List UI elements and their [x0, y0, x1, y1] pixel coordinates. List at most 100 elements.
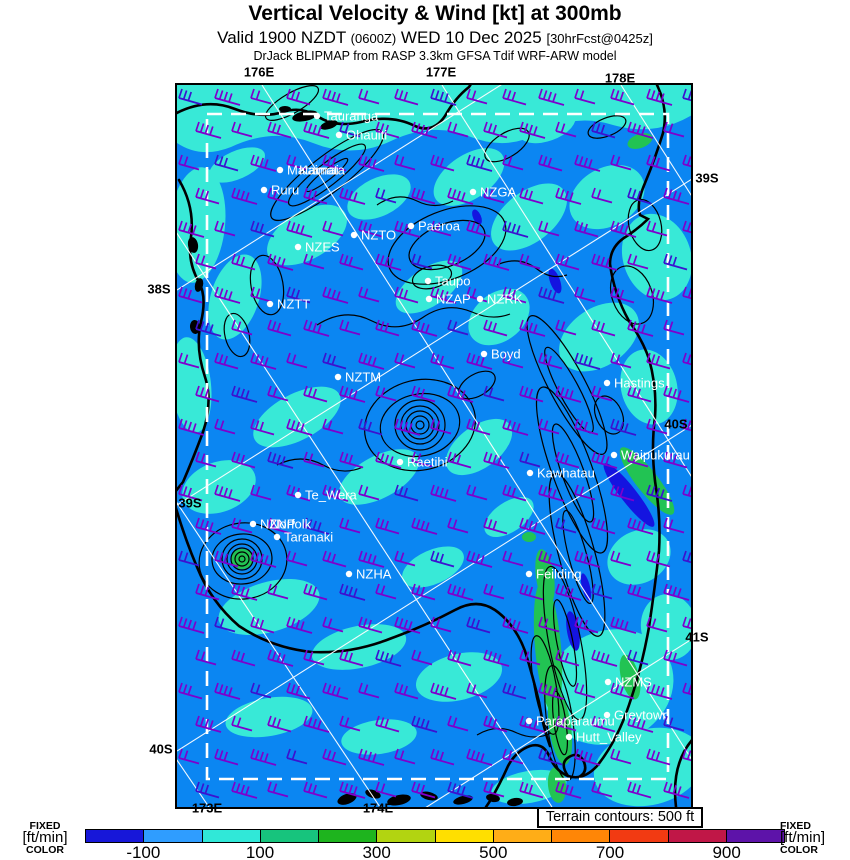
station-label: Te_Wera	[305, 488, 358, 503]
wind-barb	[591, 385, 613, 402]
station-marker	[603, 379, 611, 387]
wind-barb	[303, 319, 330, 337]
wind-barb	[267, 319, 292, 337]
wind-barb	[483, 583, 505, 600]
station-marker	[294, 243, 302, 251]
wind-barb	[411, 319, 438, 337]
station-label: NZTM	[345, 370, 381, 385]
wind-barb	[231, 781, 258, 799]
station-label: NZTO	[361, 228, 396, 243]
colorbar-tick-label: -100	[126, 843, 161, 860]
station-marker	[604, 678, 612, 686]
coordinate-label: 39S	[178, 495, 202, 511]
colorbar-segment	[435, 830, 494, 842]
station-label: NZAP	[436, 292, 471, 307]
header: Vertical Velocity & Wind [kt] at 300mb V…	[20, 2, 850, 63]
station-label: NZTT	[277, 297, 310, 312]
wind-barb	[286, 352, 308, 369]
station-marker	[525, 570, 533, 578]
station-label: NZNP	[260, 517, 295, 532]
station-marker	[526, 469, 534, 477]
wind-barb	[195, 781, 220, 799]
station-label: Ruru	[271, 183, 299, 198]
wind-barb	[339, 253, 364, 271]
wind-barb	[394, 748, 416, 765]
wind-barb	[250, 682, 272, 699]
wind-barb	[483, 385, 505, 402]
wind-barb	[214, 352, 239, 370]
station-label: Boyd	[491, 347, 521, 362]
colorbar-segment	[144, 830, 203, 842]
terrain-contours	[198, 85, 663, 782]
wind-barb	[519, 451, 541, 468]
wind-barb	[250, 748, 277, 766]
station-marker	[476, 295, 484, 303]
colorbar-segment	[202, 830, 261, 842]
wind-barb	[555, 517, 577, 534]
wind-barb	[502, 550, 524, 567]
coordinate-label: 40S	[664, 416, 688, 432]
wind-barb	[267, 781, 289, 798]
coordinate-label: 176E	[243, 64, 275, 80]
wind-barb	[195, 715, 222, 733]
map-canvas[interactable]: Tauranga Ohauiti Matamata Kaimai Ruru NZGA Pae…	[175, 83, 693, 809]
station-marker	[313, 112, 321, 120]
units-ftmin-left: [ft/min]	[22, 829, 68, 846]
wind-barb	[466, 352, 493, 370]
wind-barb	[339, 583, 366, 601]
units-label-left: FIXED [ft/min] COLOR	[8, 820, 82, 856]
wind-barb	[322, 352, 347, 370]
station-label: Taupo	[435, 274, 470, 289]
wind-barb	[231, 517, 253, 534]
valid-date: WED 10 Dec 2025	[396, 28, 547, 47]
station-marker	[273, 533, 281, 541]
station-label: Waipukurau	[621, 448, 690, 463]
station-marker	[266, 300, 274, 308]
wind-barb	[358, 682, 380, 699]
wind-barb	[322, 286, 349, 304]
station-label: Norfolk	[270, 517, 312, 532]
wind-barb	[394, 682, 419, 700]
wind-barb	[555, 253, 580, 271]
wind-barb	[178, 154, 200, 171]
wind-barb	[358, 550, 385, 568]
forecast-tag: [30hrFcst@0425z]	[546, 31, 653, 46]
colorbar-tick-label: 700	[595, 843, 625, 860]
station-marker	[334, 373, 342, 381]
wind-barb	[502, 682, 527, 700]
wind-barb	[574, 154, 601, 172]
units-color-right: COLOR	[780, 844, 818, 856]
model-line: DrJack BLIPMAP from RASP 3.3km GFSA Tdif…	[253, 49, 617, 63]
page-title: Vertical Velocity & Wind [kt] at 300mb	[248, 2, 622, 25]
station-marker	[350, 231, 358, 239]
station-marker	[525, 717, 533, 725]
station-label: NZHA	[356, 567, 392, 582]
station-label: Greytown	[614, 708, 670, 723]
colorbar-tick-label: 500	[479, 843, 508, 860]
coordinate-label: 41S	[685, 629, 709, 645]
wind-barb	[466, 748, 493, 766]
coordinate-label: 173E	[191, 800, 223, 816]
colorbar-segment	[319, 830, 378, 842]
wind-barb	[394, 154, 416, 171]
station-label: Tauranga	[324, 109, 379, 124]
station-label: Kaimai	[299, 163, 339, 178]
station-marker	[480, 350, 488, 358]
station-marker	[396, 458, 404, 466]
station-marker	[276, 166, 284, 174]
wind-barb	[375, 319, 400, 337]
wind-barb	[682, 286, 691, 303]
station-marker	[335, 131, 343, 139]
wind-barb	[231, 187, 258, 205]
colorbar-tick-label: 300	[362, 843, 391, 860]
station-label: NZMS	[615, 675, 652, 690]
station-marker	[610, 451, 618, 459]
station-label: Paraparaumu	[536, 714, 615, 729]
station-marker	[469, 188, 477, 196]
coordinate-label: 178E	[604, 70, 636, 86]
wind-barb	[682, 220, 691, 238]
wind-barb	[447, 583, 474, 601]
